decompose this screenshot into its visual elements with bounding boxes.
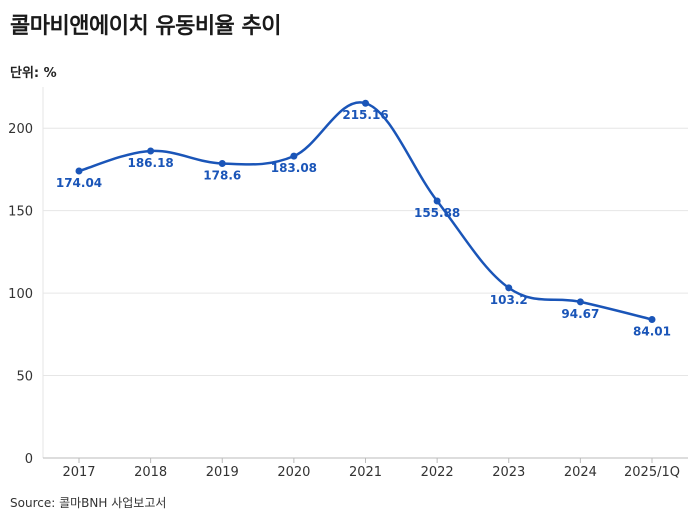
y-tick-label: 200 [8, 122, 33, 137]
data-label: 155.88 [414, 206, 460, 220]
data-label: 174.04 [56, 176, 102, 190]
y-tick-label: 150 [8, 205, 33, 220]
x-tick-label: 2023 [492, 465, 525, 480]
unit-label: 단위: % [10, 66, 57, 81]
y-tick-label: 50 [16, 370, 33, 385]
data-point [147, 147, 155, 155]
x-tick-label: 2017 [62, 465, 95, 480]
data-labels: 174.04 186.18 178.6 183.08 215.16 155.88 103.2… [56, 108, 671, 338]
x-tick-label: 2019 [206, 465, 239, 480]
data-points [75, 99, 656, 323]
y-tick-label: 100 [8, 287, 33, 302]
data-label: 84.01 [633, 324, 671, 338]
data-point [505, 284, 513, 292]
data-point [433, 197, 441, 205]
series-line [77, 101, 654, 321]
data-label: 215.16 [342, 108, 388, 122]
x-axis-ticks: 2017 2018 2019 2020 2021 2022 2023 2024 2025/1Q [62, 458, 680, 480]
data-point [362, 99, 369, 107]
data-point [218, 160, 226, 168]
source-note: Source: 콜마BNH 사업보고서 [10, 496, 167, 510]
y-tick-label: 0 [25, 452, 33, 467]
data-point [576, 298, 584, 306]
y-axis-ticks: 0 50 100 150 200 [8, 122, 33, 467]
data-label: 186.18 [127, 156, 173, 170]
data-point [75, 167, 83, 175]
data-label: 94.67 [561, 307, 599, 321]
x-tick-label: 2025/1Q [624, 465, 680, 480]
data-point [290, 152, 298, 160]
data-label: 178.6 [203, 169, 241, 183]
x-tick-label: 2020 [277, 465, 310, 480]
x-tick-label: 2021 [349, 465, 382, 480]
grid-lines [42, 87, 688, 458]
data-point [648, 315, 656, 323]
x-tick-label: 2024 [564, 465, 597, 480]
chart-title: 콜마비앤에이치 유동비율 추이 [10, 14, 281, 39]
x-tick-label: 2018 [134, 465, 167, 480]
x-tick-label: 2022 [421, 465, 454, 480]
data-label: 103.2 [490, 293, 528, 307]
data-label: 183.08 [271, 161, 317, 175]
